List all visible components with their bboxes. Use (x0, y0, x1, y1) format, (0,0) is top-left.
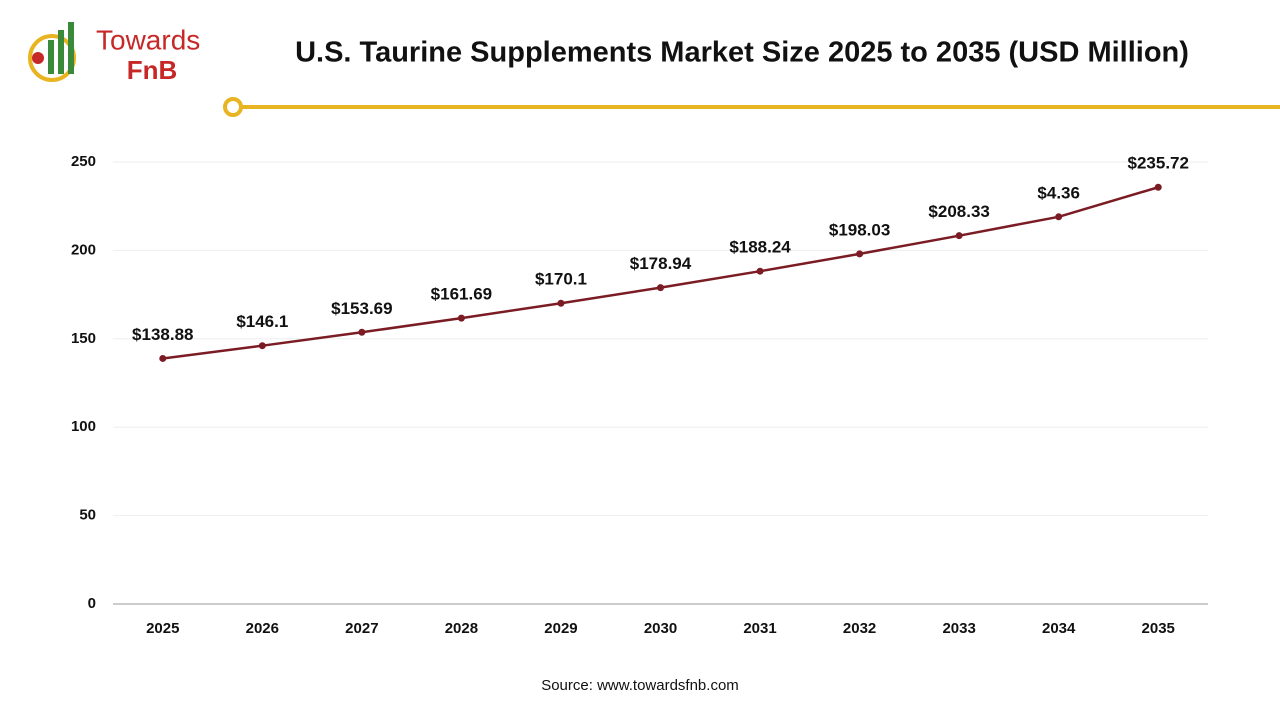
point (258, 342, 266, 350)
value-label: $178.94 (630, 254, 692, 273)
logo-text: FnB (127, 55, 178, 85)
point (955, 232, 963, 240)
value-label: $170.1 (535, 270, 587, 289)
logo-bar (58, 30, 64, 74)
logo: Towards FnB (28, 22, 200, 85)
x-tick-label: 2031 (743, 620, 776, 637)
y-tick-label: 0 (88, 595, 96, 612)
x-tick-label: 2030 (644, 620, 677, 637)
value-label: $188.24 (729, 238, 791, 257)
header-rule-dot (223, 97, 243, 117)
chart-title: U.S. Taurine Supplements Market Size 202… (295, 37, 1189, 69)
logo-dot (32, 52, 44, 64)
y-tick-label: 50 (79, 507, 96, 524)
value-label: $235.72 (1128, 154, 1189, 173)
value-label: $146.1 (236, 312, 288, 331)
x-tick-label: 2033 (942, 620, 975, 637)
x-tick-label: 2032 (843, 620, 876, 637)
value-label: $198.03 (829, 220, 890, 239)
value-label: $208.33 (928, 202, 989, 221)
x-tick-label: 2027 (345, 620, 378, 637)
value-label: $4.36 (1037, 183, 1080, 202)
point (457, 314, 465, 322)
x-tick-label: 2034 (1042, 620, 1076, 637)
point (756, 267, 764, 275)
source: Source: www.towardsfnb.com (541, 677, 739, 694)
logo-text: Towards (96, 24, 200, 55)
value-label: $161.69 (431, 285, 492, 304)
point (856, 250, 864, 258)
x-tick-label: 2025 (146, 620, 179, 637)
point (1154, 183, 1162, 191)
x-tick-label: 2028 (445, 620, 478, 637)
y-tick-label: 200 (71, 241, 96, 258)
point (358, 328, 366, 336)
y-tick-label: 250 (71, 153, 96, 170)
x-tick-label: 2026 (246, 620, 279, 637)
y-tick-label: 150 (71, 330, 96, 347)
x-tick-label: 2035 (1142, 620, 1175, 637)
x-tick-label: 2029 (544, 620, 577, 637)
value-label: $138.88 (132, 325, 193, 344)
logo-bar (48, 40, 54, 74)
logo-bar (68, 22, 74, 74)
value-label: $153.69 (331, 299, 392, 318)
point (557, 299, 565, 307)
y-tick-label: 100 (71, 418, 96, 435)
point (1055, 213, 1063, 221)
point (159, 354, 167, 362)
point (657, 284, 664, 292)
